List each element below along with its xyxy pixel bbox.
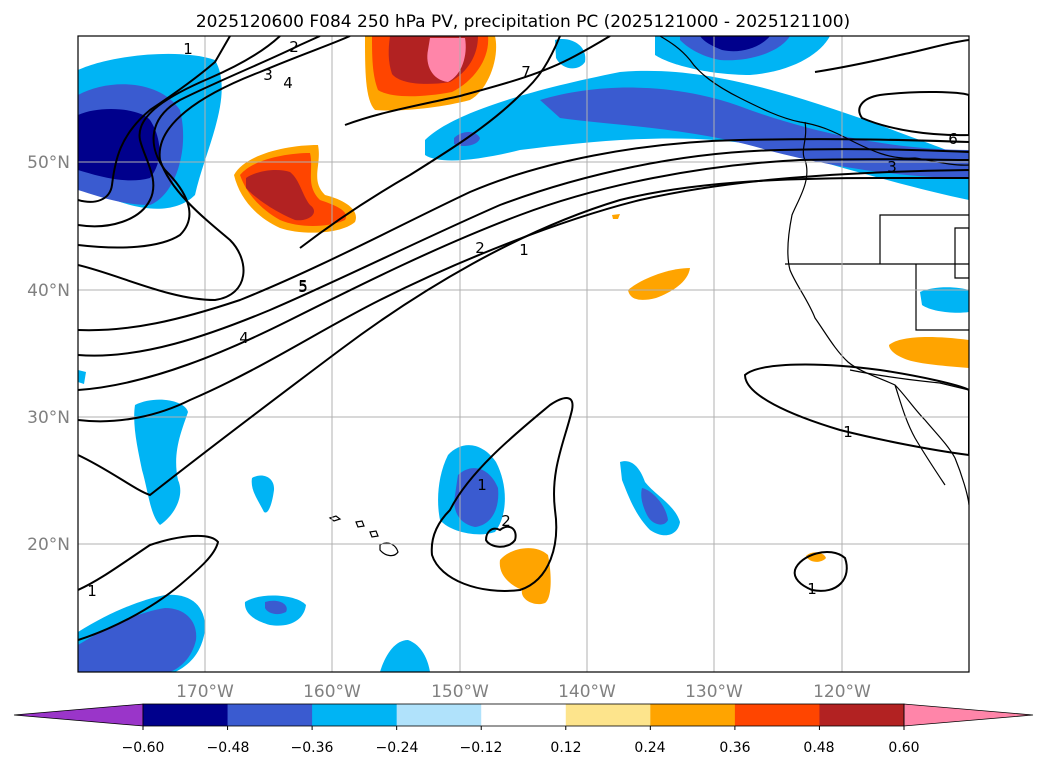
colorbar-tick-label: −0.60 [122, 740, 165, 756]
contour-label: 5 [298, 278, 308, 296]
colorbar-segment [481, 704, 567, 726]
contour-label: 2 [475, 239, 485, 257]
lat-label: 30°N [27, 408, 70, 428]
longitude-labels: 170°W 160°W 150°W 140°W 130°W 120°W [176, 682, 871, 702]
colorbar-extend-left [13, 703, 144, 727]
colorbar-tick-label: −0.24 [376, 740, 419, 756]
contour-label: 6 [948, 130, 958, 148]
coastlines [659, 36, 969, 506]
contour-label: 1 [477, 476, 487, 494]
pv-contours [78, 36, 969, 641]
latitude-labels: 50°N 40°N 30°N 20°N [27, 153, 70, 555]
contour-label: 1 [807, 580, 817, 598]
colorbar-segment [819, 704, 905, 726]
negative-precip-areas [78, 36, 969, 672]
colorbar-segment [396, 704, 482, 726]
colorbar-tick-label: 0.48 [803, 740, 834, 756]
colorbar-segment [650, 704, 736, 726]
lon-label: 170°W [176, 682, 234, 702]
contour-label: 3 [887, 158, 897, 176]
colorbar-tick-label: −0.12 [460, 740, 503, 756]
contour-labels: 1 2 3 4 7 5 6 3 2 1 5 4 1 2 1 1 1 [87, 38, 958, 600]
colorbar-segment [565, 704, 651, 726]
lat-label: 50°N [27, 153, 70, 173]
colorbar-segment [143, 704, 229, 726]
lon-label: 160°W [303, 682, 361, 702]
map-panel: 1 2 3 4 7 5 6 3 2 1 5 4 1 2 1 1 1 [77, 35, 970, 673]
contour-label: 4 [239, 329, 249, 347]
contour-label: 7 [521, 63, 531, 81]
colorbar-tick-label: −0.36 [291, 740, 334, 756]
colorbar-tick-label: 0.24 [634, 740, 665, 756]
colorbar-extend-right [903, 703, 1034, 727]
figure-title: 2025120600 F084 250 hPa PV, precipitatio… [196, 12, 850, 32]
contour-label: 1 [519, 241, 529, 259]
contour-label: 4 [283, 74, 293, 92]
colorbar-tick-label: 0.36 [719, 740, 750, 756]
positive-precip-areas [234, 36, 969, 605]
colorbar: −0.60 −0.48 −0.36 −0.24 −0.12 0.12 0.24 … [13, 703, 1034, 756]
colorbar-segment [312, 704, 398, 726]
colorbar-frame [142, 703, 905, 727]
colorbar-tick-label: −0.48 [207, 740, 250, 756]
lon-label: 120°W [813, 682, 871, 702]
contour-label: 1 [843, 423, 853, 441]
lat-label: 40°N [27, 281, 70, 301]
colorbar-ticks: −0.60 −0.48 −0.36 −0.24 −0.12 0.12 0.24 … [122, 726, 920, 756]
contour-label: 1 [183, 40, 193, 58]
colorbar-tick-label: 0.12 [550, 740, 581, 756]
colorbar-segments [143, 704, 905, 726]
colorbar-segment [734, 704, 820, 726]
map-frame [77, 35, 970, 673]
lon-label: 150°W [431, 682, 489, 702]
colorbar-tick-label: 0.60 [888, 740, 919, 756]
contour-label: 5 [298, 277, 308, 295]
contour-label: 3 [263, 66, 273, 84]
contour-label: 1 [87, 582, 97, 600]
lat-label: 20°N [27, 535, 70, 555]
precipitation-shading [78, 36, 969, 672]
lon-label: 130°W [685, 682, 743, 702]
contour-label: 2 [289, 38, 299, 56]
colorbar-segment [227, 704, 313, 726]
hawaii-islands [328, 515, 399, 557]
contour-label: 2 [501, 512, 511, 530]
lon-label: 140°W [558, 682, 616, 702]
